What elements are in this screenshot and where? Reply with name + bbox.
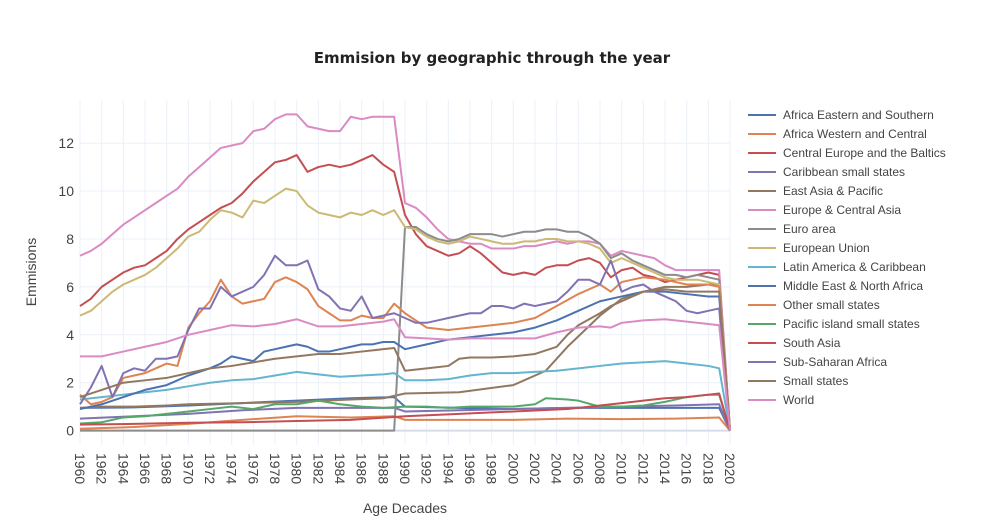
legend-item[interactable]: East Asia & Pacific [748, 184, 883, 198]
x-tick-label: 2012 [635, 453, 651, 484]
legend-item[interactable]: Other small states [748, 298, 880, 312]
y-axis-title: Emmisions [23, 238, 39, 306]
series-line [79, 290, 731, 431]
x-tick-label: 2008 [592, 453, 608, 484]
x-tick-label: 1988 [375, 453, 391, 484]
y-tick-label: 6 [66, 279, 74, 295]
series-line [79, 154, 731, 431]
x-tick-label: 1966 [137, 453, 153, 484]
legend-item[interactable]: Africa Western and Central [748, 127, 927, 141]
x-tick-label: 2020 [722, 453, 738, 484]
series-line [79, 288, 731, 431]
x-tick-label: 1980 [289, 453, 305, 484]
legend-item[interactable]: Sub-Saharan Africa [748, 355, 887, 369]
x-tick-label: 1984 [332, 453, 348, 484]
legend-label: South Asia [783, 336, 841, 350]
legend-item[interactable]: Euro area [748, 222, 836, 236]
legend-item[interactable]: South Asia [748, 336, 841, 350]
legend-item[interactable]: Africa Eastern and Southern [748, 108, 934, 122]
x-axis-ticks: 1960 1962 1964 1966 1968 1970 1972 1974 1976 1978… [72, 453, 738, 484]
x-tick-label: 1982 [310, 453, 326, 484]
x-tick-label: 2018 [700, 453, 716, 484]
legend-item[interactable]: Middle East & North Africa [748, 279, 923, 293]
legend-item[interactable]: Latin America & Caribbean [748, 260, 926, 274]
x-tick-label: 2014 [657, 453, 673, 484]
legend-item[interactable]: Caribbean small states [748, 165, 905, 179]
x-tick-label: 2002 [527, 453, 543, 484]
series-line [79, 393, 731, 431]
y-tick-label: 8 [66, 231, 74, 247]
series-line [79, 392, 731, 431]
legend-label: Caribbean small states [783, 165, 905, 179]
legend-label: Latin America & Caribbean [783, 260, 926, 274]
series-line [79, 283, 731, 431]
x-tick-label: 1970 [180, 453, 196, 484]
x-tick-label: 2010 [614, 453, 630, 484]
x-tick-label: 1990 [397, 453, 413, 484]
x-tick-label: 1968 [159, 453, 175, 484]
legend-item[interactable]: World [748, 393, 814, 407]
legend-label: Europe & Central Asia [783, 203, 901, 217]
series-line [79, 113, 731, 431]
x-axis-title: Age Decades [363, 500, 447, 516]
legend[interactable]: Africa Eastern and Southern Africa Wester… [748, 108, 946, 407]
chart-title: Emmision by geographic through the year [314, 49, 671, 67]
legend-label: Other small states [783, 298, 880, 312]
legend-item[interactable]: Central Europe and the Baltics [748, 146, 946, 160]
x-tick-label: 1972 [202, 453, 218, 484]
legend-item[interactable]: Small states [748, 374, 848, 388]
x-tick-label: 1960 [72, 453, 88, 484]
legend-label: Central Europe and the Baltics [783, 146, 946, 160]
x-tick-label: 1998 [484, 453, 500, 484]
x-tick-label: 2016 [679, 453, 695, 484]
series-line [80, 225, 731, 432]
legend-label: European Union [783, 241, 870, 255]
x-tick-label: 2000 [505, 453, 521, 484]
legend-label: Pacific island small states [783, 317, 920, 331]
x-tick-label: 1978 [267, 453, 283, 484]
legend-label: Africa Eastern and Southern [783, 108, 934, 122]
legend-label: World [783, 393, 814, 407]
series-line [80, 318, 731, 431]
legend-item[interactable]: Europe & Central Asia [748, 203, 901, 217]
legend-item[interactable]: European Union [748, 241, 870, 255]
series-line [79, 254, 731, 431]
legend-label: Middle East & North Africa [783, 279, 923, 293]
x-tick-label: 1976 [245, 453, 261, 484]
x-tick-label: 1986 [354, 453, 370, 484]
series-lines [79, 113, 731, 432]
series-line [79, 360, 731, 431]
y-tick-label: 10 [58, 183, 74, 199]
legend-label: Euro area [783, 222, 836, 236]
y-tick-label: 0 [66, 423, 74, 439]
y-tick-label: 4 [66, 327, 74, 343]
legend-label: Sub-Saharan Africa [783, 355, 887, 369]
x-tick-label: 2006 [570, 453, 586, 484]
legend-item[interactable]: Pacific island small states [748, 317, 920, 331]
x-tick-label: 1962 [94, 453, 110, 484]
y-axis-ticks: 0 2 4 6 8 10 12 [58, 135, 74, 439]
y-tick-label: 2 [66, 375, 74, 391]
series-line [79, 187, 731, 431]
x-tick-label: 1992 [419, 453, 435, 484]
x-tick-label: 1996 [462, 453, 478, 484]
legend-label: Small states [783, 374, 848, 388]
y-tick-label: 12 [58, 135, 74, 151]
legend-label: East Asia & Pacific [783, 184, 883, 198]
x-tick-label: 1994 [440, 453, 456, 484]
series-line [79, 403, 731, 432]
x-tick-label: 1974 [224, 453, 240, 484]
x-tick-label: 1964 [115, 453, 131, 484]
legend-label: Africa Western and Central [783, 127, 927, 141]
x-tick-label: 2004 [549, 453, 565, 484]
